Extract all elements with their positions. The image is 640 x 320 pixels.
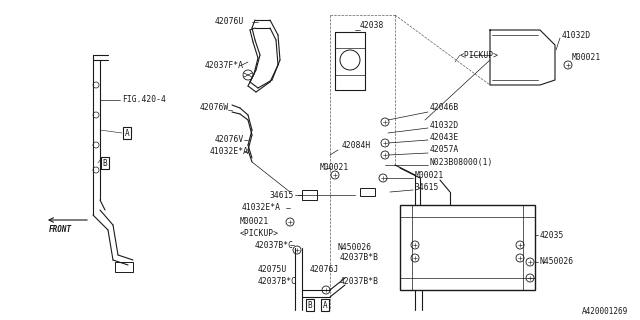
Text: 42046B: 42046B [430,103,460,113]
Text: 41032D: 41032D [430,121,460,130]
Text: 42084H: 42084H [342,140,371,149]
Text: B: B [102,158,108,167]
Text: M00021: M00021 [572,53,601,62]
Text: A: A [125,129,129,138]
Text: 41032D: 41032D [562,30,591,39]
Bar [400,205,535,290]
Text: M00021: M00021 [320,164,349,172]
Text: <PICKUP>: <PICKUP> [460,51,499,60]
Text: 42076W: 42076W [200,103,229,113]
Text: 42037F*A: 42037F*A [205,60,244,69]
Text: FRONT: FRONT [49,226,72,235]
Text: N450026: N450026 [338,244,372,252]
Text: 42037B*B: 42037B*B [340,277,379,286]
Text: 34615: 34615 [270,190,294,199]
Text: A: A [323,300,327,309]
Text: 41032E*A: 41032E*A [210,148,249,156]
Text: N450026: N450026 [540,258,574,267]
Text: 42057A: 42057A [430,146,460,155]
Text: A420001269: A420001269 [582,308,628,316]
Text: 42037B*B: 42037B*B [340,253,379,262]
Text: N023B08000(1): N023B08000(1) [430,157,493,166]
Bar [360,188,375,196]
Text: M00021: M00021 [415,171,444,180]
Text: 42076V: 42076V [215,135,244,145]
Text: M00021: M00021 [240,218,269,227]
Text: <PICKUP>: <PICKUP> [240,228,279,237]
Text: 42038: 42038 [360,20,385,29]
Text: 42035: 42035 [540,230,564,239]
Text: FIG.420-4: FIG.420-4 [122,95,166,105]
Text: 42037B*C: 42037B*C [255,241,294,250]
Text: 41032E*A: 41032E*A [242,204,281,212]
Text: B: B [308,300,312,309]
Bar [302,190,317,200]
Text: 42075U: 42075U [258,266,287,275]
Text: 42037B*C: 42037B*C [258,277,297,286]
Text: 42043E: 42043E [430,133,460,142]
Text: 34615: 34615 [415,183,440,193]
Bar [115,262,133,272]
Text: 42076J: 42076J [310,266,339,275]
Text: 42076U: 42076U [215,18,244,27]
